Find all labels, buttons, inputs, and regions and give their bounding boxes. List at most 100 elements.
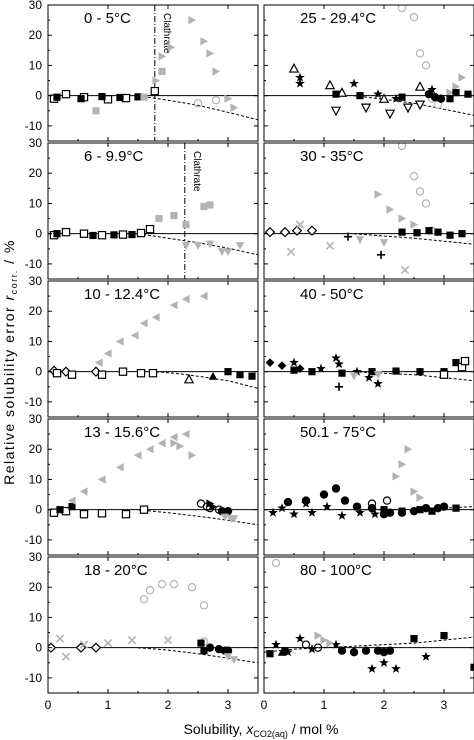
y-tick-label: -10 <box>25 533 43 547</box>
data-point <box>446 231 454 239</box>
data-point <box>397 5 407 13</box>
data-point <box>89 231 97 240</box>
data-point <box>133 451 142 460</box>
data-point <box>128 230 136 239</box>
data-point <box>356 92 364 100</box>
y-tick-label: -10 <box>25 119 43 133</box>
x-axis-label-symbol: x <box>245 721 254 737</box>
data-point <box>295 220 305 229</box>
panel-10: 0 1 2 3 80 - 100°C <box>261 556 474 712</box>
data-point <box>264 226 276 238</box>
data-point <box>361 646 371 655</box>
data-points <box>264 143 466 275</box>
data-point <box>374 190 383 199</box>
data-point <box>380 506 388 514</box>
panel-frame <box>47 142 259 280</box>
data-point <box>349 372 359 381</box>
x-tick-label: 3 <box>441 698 448 712</box>
data-point <box>223 248 233 256</box>
data-point <box>61 89 71 99</box>
data-point <box>224 368 232 376</box>
data-point <box>79 510 89 519</box>
y-tick-label: 0 <box>35 641 42 655</box>
y-tick-label: 30 <box>29 136 43 150</box>
data-point <box>97 370 107 379</box>
data-point <box>398 507 406 515</box>
x-tick-label: 2 <box>381 698 388 712</box>
data-point <box>367 663 377 673</box>
data-point <box>415 187 425 196</box>
model-dashed-line <box>353 95 474 116</box>
data-point <box>331 639 341 649</box>
data-point <box>97 230 107 240</box>
data-point <box>170 438 179 448</box>
y-tick-label: 30 <box>29 0 43 12</box>
data-point <box>340 496 350 505</box>
data-point <box>268 507 278 517</box>
panel-title: 13 - 15.6°C <box>84 424 160 441</box>
x-tick-label: 0 <box>261 698 268 712</box>
data-point <box>148 368 158 378</box>
panel-title: 30 - 35°C <box>300 148 364 165</box>
data-point <box>212 67 221 76</box>
panel-frame <box>47 280 259 418</box>
y-axis-label-symbol: r <box>1 294 17 300</box>
data-point <box>151 313 160 322</box>
data-point <box>464 90 472 98</box>
data-point <box>236 371 244 379</box>
data-point <box>385 508 395 517</box>
data-point <box>452 89 460 97</box>
y-tick-label: 20 <box>29 442 43 456</box>
model-dashed-line <box>137 509 258 526</box>
data-point <box>379 657 389 667</box>
data-point <box>331 353 341 363</box>
data-point <box>291 225 303 236</box>
y-tick-label: 10 <box>29 58 43 72</box>
data-point <box>352 502 362 511</box>
data-points <box>288 5 472 120</box>
data-point <box>140 93 148 101</box>
x-tick-label: 1 <box>321 698 328 712</box>
data-point <box>182 221 190 229</box>
y-tick-label: 10 <box>29 334 43 348</box>
model-dashed-line <box>353 233 474 245</box>
data-point <box>413 229 421 237</box>
data-point <box>290 366 298 374</box>
data-point <box>53 93 61 101</box>
data-point <box>145 586 155 595</box>
data-point <box>414 81 426 91</box>
data-point <box>169 580 179 589</box>
data-point <box>199 291 208 301</box>
data-point <box>332 90 340 98</box>
data-point <box>283 497 293 507</box>
y-tick-label: 0 <box>35 365 42 379</box>
y-tick-label: 30 <box>29 550 43 564</box>
data-point <box>217 248 227 256</box>
panel-frame <box>263 142 474 280</box>
data-point <box>271 558 281 568</box>
data-point <box>349 648 359 657</box>
data-point <box>421 651 431 661</box>
data-point <box>193 99 203 108</box>
data-point <box>373 89 383 99</box>
data-point <box>392 367 400 375</box>
data-point <box>139 595 149 604</box>
data-point <box>421 61 431 70</box>
data-point <box>116 93 124 102</box>
data-point <box>55 634 65 643</box>
data-point <box>373 378 383 388</box>
data-point <box>103 349 112 358</box>
panel-title: 25 - 29.4°C <box>300 10 376 27</box>
x-axis-label-unit: / mol % <box>288 721 339 737</box>
data-point <box>458 73 467 82</box>
data-point <box>77 95 85 103</box>
data-point <box>200 37 209 46</box>
data-point <box>52 368 62 378</box>
data-point <box>169 432 178 442</box>
data-point <box>378 93 390 103</box>
panel-6: 40 - 50°C <box>263 280 474 418</box>
x-tick-label: 1 <box>105 698 112 712</box>
data-point <box>53 230 61 238</box>
data-point <box>306 225 318 236</box>
